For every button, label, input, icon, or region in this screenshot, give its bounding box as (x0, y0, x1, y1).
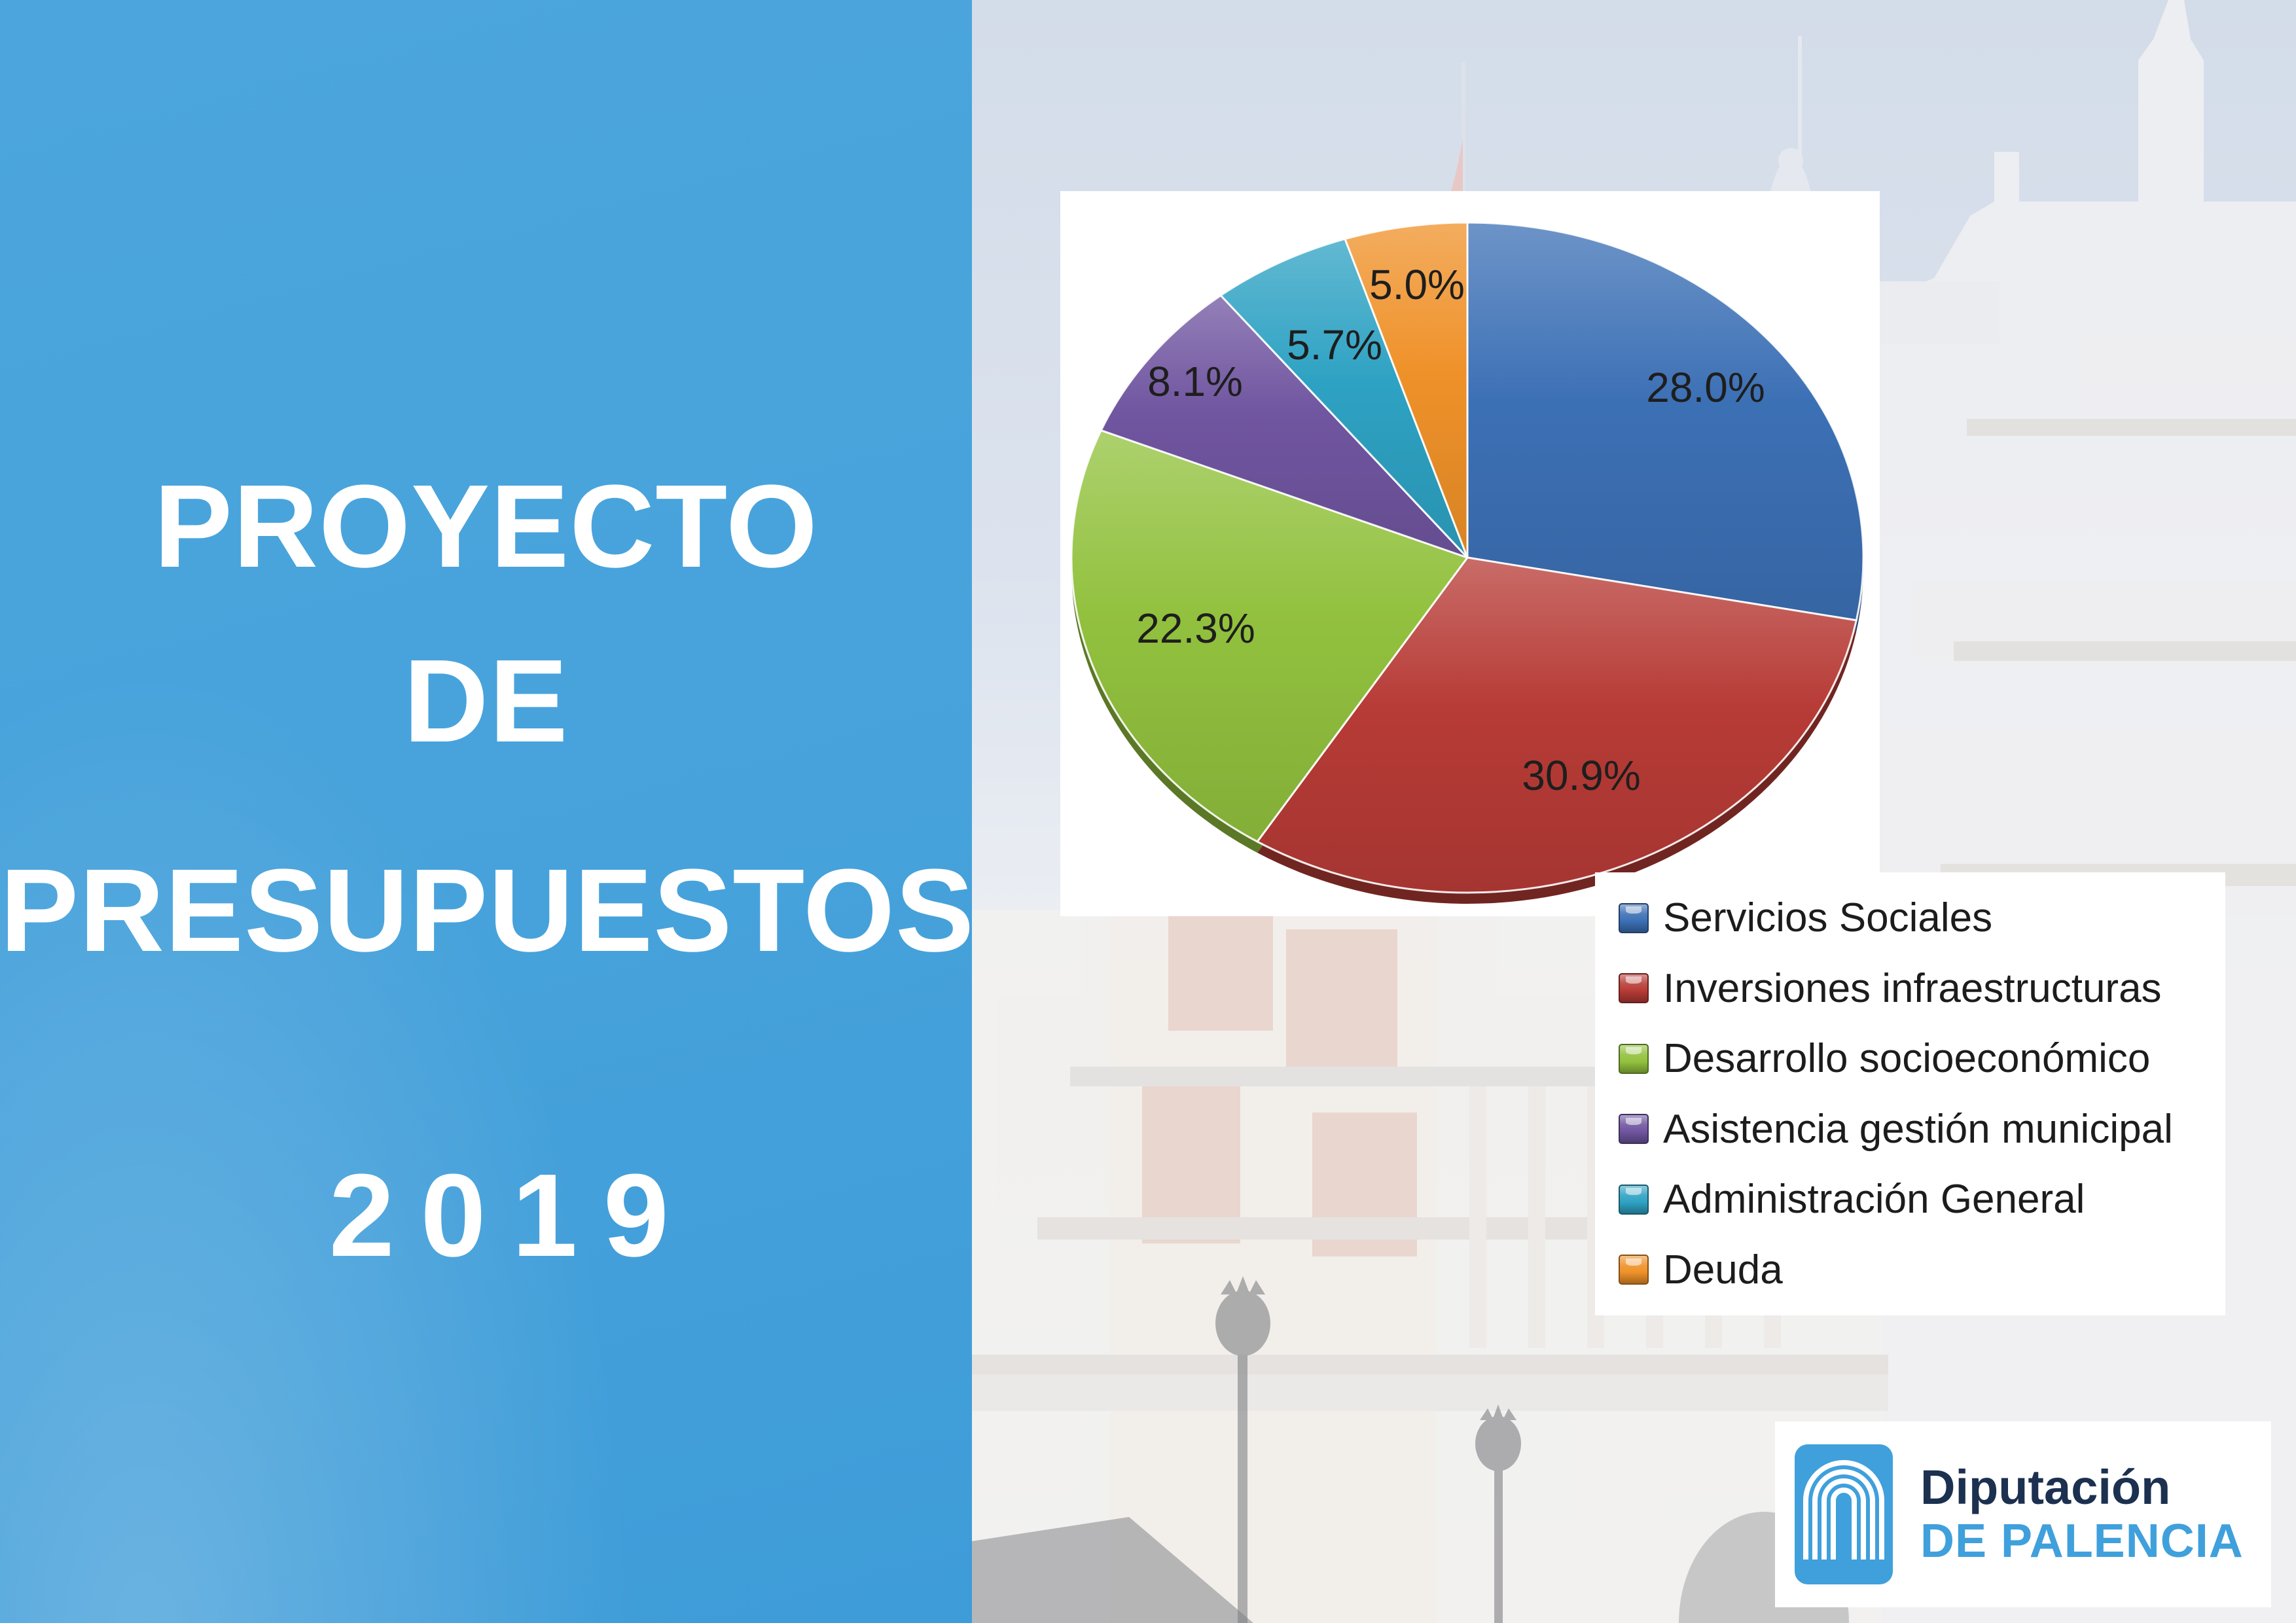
legend-marker-desarrollo-socioeconomico (1619, 1043, 1649, 1074)
pie-label-administracion-general: 5.7% (1287, 321, 1382, 368)
legend-marker-deuda (1619, 1255, 1649, 1285)
pie-slice-inversiones-infraestructuras (1256, 556, 1857, 894)
legend-marker-administracion-general (1619, 1184, 1649, 1215)
legend-item-administracion-general: Administración General (1619, 1176, 2212, 1222)
legend-item-asistencia-gestion-municipal: Asistencia gestión municipal (1619, 1106, 2212, 1152)
slide-title-line-1: PROYECTO (154, 461, 818, 592)
pie-label-deuda: 5.0% (1369, 261, 1465, 308)
logo-line-1: Diputación (1920, 1460, 2171, 1515)
arch-icon (1795, 1444, 1893, 1584)
brick-patches (1142, 913, 1417, 1257)
slide-title-line-2: DE (403, 635, 569, 767)
legend-item-servicios-sociales: Servicios Sociales (1619, 895, 2212, 941)
slide-title-year: 2019 (329, 1150, 695, 1281)
legend-label: Inversiones infraestructuras (1663, 965, 2162, 1011)
logo-line-2: DE PALENCIA (1920, 1515, 2244, 1568)
pie-label-asistencia-gestion-municipal: 8.1% (1147, 358, 1243, 405)
dark-roof-silhouette (972, 1517, 1253, 1623)
pie-chart-area: 28.0% 30.9% 22.3% 8.1% 5.7% 5.0% (1060, 191, 1880, 916)
pie-label-inversiones-infraestructuras: 30.9% (1522, 752, 1640, 799)
lamp-post-silhouette (1215, 1276, 1521, 1623)
logo-text: Diputación DE PALENCIA (1920, 1460, 2244, 1568)
pie-slice-desarrollo-socioeconomico (1070, 429, 1469, 843)
pie-slice-servicios-sociales (1466, 221, 1865, 622)
legend-label: Asistencia gestión municipal (1663, 1106, 2173, 1152)
legend-label: Administración General (1663, 1177, 2085, 1222)
balustrade (972, 1374, 1888, 1411)
legend-marker-servicios-sociales (1619, 902, 1649, 933)
chart-legend: Servicios Sociales Inversiones infraestru… (1595, 872, 2225, 1315)
pie-slice-asistencia-gestion-municipal (1100, 294, 1469, 559)
pie-label-desarrollo-socioeconomico: 22.3% (1136, 605, 1255, 652)
legend-marker-inversiones-infraestructuras (1619, 973, 1649, 1004)
legend-marker-asistencia-gestion-municipal (1619, 1114, 1649, 1145)
pie-label-servicios-sociales: 28.0% (1646, 364, 1765, 411)
legend-item-inversiones-infraestructuras: Inversiones infraestructuras (1619, 965, 2212, 1012)
budget-pie-chart: 28.0% 30.9% 22.3% 8.1% 5.7% 5.0% (1070, 221, 1865, 904)
pie-slice-deuda (1344, 221, 1469, 559)
legend-item-deuda: Deuda (1619, 1247, 2212, 1293)
legend-label: Deuda (1663, 1247, 1783, 1293)
slide-title-line-3: PRESUPUESTOS (0, 845, 975, 976)
legend-list: Servicios Sociales Inversiones infraestru… (1619, 895, 2212, 1293)
legend-label: Servicios Sociales (1663, 895, 1993, 940)
legend-label: Desarrollo socioeconómico (1663, 1036, 2151, 1082)
pie-slice-administracion-general (1219, 238, 1469, 559)
legend-item-desarrollo-socioeconomico: Desarrollo socioeconómico (1619, 1035, 2212, 1082)
title-panel: PROYECTO DE PRESUPUESTOS 2019 (0, 0, 975, 1623)
diputacion-logo: Diputación DE PALENCIA (1775, 1421, 2271, 1607)
